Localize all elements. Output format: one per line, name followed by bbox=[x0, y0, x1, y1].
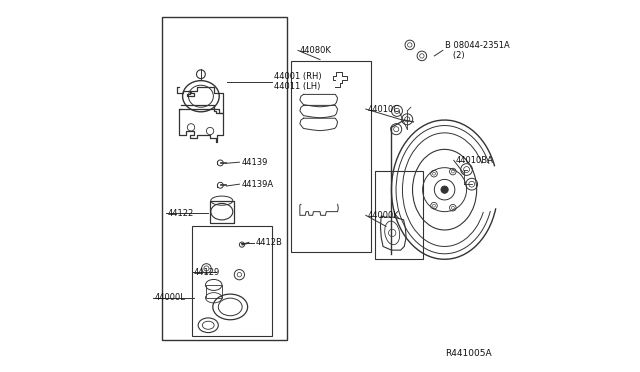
Text: 4412B: 4412B bbox=[256, 238, 283, 247]
Text: 44010C: 44010C bbox=[367, 105, 400, 113]
Bar bbox=[291, 61, 371, 252]
Text: 44129: 44129 bbox=[193, 267, 220, 277]
Text: 44139A: 44139A bbox=[241, 180, 273, 189]
Text: 44122: 44122 bbox=[168, 209, 194, 218]
Circle shape bbox=[441, 186, 448, 193]
Bar bbox=[210, 201, 234, 223]
Text: R441005A: R441005A bbox=[445, 349, 492, 358]
Text: B 08044-2351A
   (2): B 08044-2351A (2) bbox=[445, 41, 509, 60]
Text: 44080K: 44080K bbox=[300, 46, 332, 55]
Text: 44000L: 44000L bbox=[154, 293, 185, 302]
Text: 44139: 44139 bbox=[241, 158, 268, 167]
Bar bbox=[192, 226, 273, 336]
Text: 44010BA: 44010BA bbox=[456, 156, 493, 165]
Text: 44001 (RH)
44011 (LH): 44001 (RH) 44011 (LH) bbox=[274, 72, 322, 91]
Text: 44000K: 44000K bbox=[367, 211, 399, 220]
Bar bbox=[375, 171, 422, 259]
Bar bbox=[205, 285, 222, 298]
Bar bbox=[163, 17, 287, 340]
